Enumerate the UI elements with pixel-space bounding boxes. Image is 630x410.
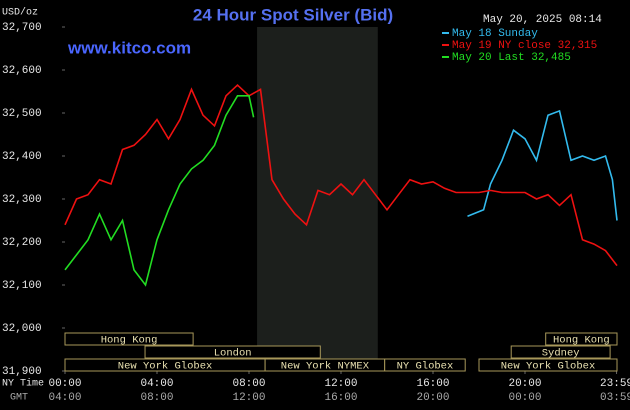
y-tick-label: 32,000 bbox=[2, 323, 42, 335]
y-tick-label: 32,500 bbox=[2, 108, 42, 120]
session-label: New York Globex bbox=[501, 360, 596, 372]
legend-label: May 20 Last 32,485 bbox=[452, 52, 571, 64]
x2-tick-label: 00:00 bbox=[508, 392, 541, 404]
x2-tick-label: 12:00 bbox=[232, 392, 265, 404]
session-label: London bbox=[214, 347, 252, 359]
x-tick-label: 12:00 bbox=[324, 378, 357, 390]
chart-title: 24 Hour Spot Silver (Bid) bbox=[193, 5, 393, 24]
price-line bbox=[64, 84, 618, 267]
x-tick-label: 20:00 bbox=[508, 378, 541, 390]
session-bar bbox=[478, 358, 618, 372]
legend-label: May 18 Sunday bbox=[452, 28, 538, 40]
x-axis-label: NY Time bbox=[2, 378, 44, 390]
session-label: Hong Kong bbox=[553, 334, 610, 346]
x-tick-label: 16:00 bbox=[416, 378, 449, 390]
y-tick-label: 32,600 bbox=[2, 65, 42, 77]
y-tick-label: 32,700 bbox=[2, 22, 42, 34]
price-line bbox=[467, 109, 618, 221]
y-tick-label: 32,300 bbox=[2, 194, 42, 206]
y-tick-label: 32,200 bbox=[2, 237, 42, 249]
timestamp: May 20, 2025 08:14 bbox=[483, 14, 602, 26]
session-bar bbox=[545, 332, 618, 346]
x-tick-label: 23:59 bbox=[600, 378, 630, 390]
x2-tick-label: 16:00 bbox=[324, 392, 357, 404]
x2-tick-label: 08:00 bbox=[140, 392, 173, 404]
x2-tick-label: 03:59 bbox=[600, 392, 630, 404]
session-label: New York NYMEX bbox=[281, 360, 370, 372]
x-tick-label: 08:00 bbox=[232, 378, 265, 390]
session-label: New York Globex bbox=[118, 360, 213, 372]
x-tick-label: 00:00 bbox=[48, 378, 81, 390]
session-label: Sydney bbox=[542, 347, 580, 359]
session-label: NY Globex bbox=[397, 360, 454, 372]
session-bar bbox=[64, 332, 194, 346]
unit-label: USD/oz bbox=[2, 7, 38, 19]
session-label: Hong Kong bbox=[101, 334, 158, 346]
price-line bbox=[64, 95, 255, 287]
session-bar bbox=[144, 345, 321, 359]
y-tick-label: 32,400 bbox=[2, 151, 42, 163]
x2-tick-label: 04:00 bbox=[48, 392, 81, 404]
x2-tick-label: 20:00 bbox=[416, 392, 449, 404]
x-tick-label: 04:00 bbox=[140, 378, 173, 390]
site-label: www.kitco.com bbox=[67, 38, 191, 57]
y-tick-label: 31,900 bbox=[2, 366, 42, 378]
session-bar bbox=[384, 358, 466, 372]
shaded-period bbox=[257, 27, 378, 371]
legend-label: May 19 NY close 32,315 bbox=[452, 40, 597, 52]
y-tick-label: 32,100 bbox=[2, 280, 42, 292]
session-bar bbox=[510, 345, 611, 359]
x2-axis-label: GMT bbox=[10, 393, 28, 404]
